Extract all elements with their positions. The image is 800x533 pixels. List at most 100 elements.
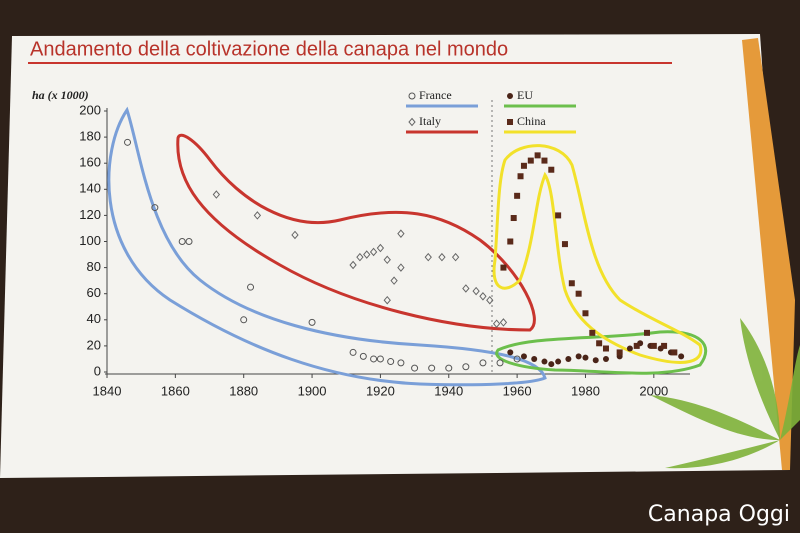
france-point bbox=[178, 238, 186, 245]
italy-point bbox=[356, 252, 364, 262]
italy-point bbox=[363, 250, 371, 259]
china-point bbox=[534, 152, 541, 159]
china-point bbox=[507, 238, 514, 245]
x-tick-label: 1840 bbox=[93, 383, 122, 398]
eu-point bbox=[626, 345, 633, 352]
italy-point bbox=[383, 255, 391, 265]
china-point bbox=[616, 349, 623, 356]
eu-point bbox=[507, 349, 514, 356]
italy-point bbox=[291, 230, 299, 240]
italy-point bbox=[390, 276, 398, 285]
china-point bbox=[568, 280, 575, 287]
y-tick-label: 180 bbox=[79, 129, 101, 144]
china-point bbox=[541, 157, 548, 164]
china-point bbox=[548, 166, 555, 173]
eu-point bbox=[541, 358, 548, 365]
watermark: Canapa Oggi bbox=[648, 502, 790, 527]
legend-label: France bbox=[419, 88, 452, 102]
y-tick-label: 20 bbox=[87, 337, 101, 352]
france-point bbox=[411, 364, 419, 372]
eu-point bbox=[678, 353, 685, 360]
x-tick-label: 1920 bbox=[366, 383, 395, 398]
china-point bbox=[555, 212, 562, 219]
eu-point bbox=[548, 361, 555, 368]
china-point bbox=[527, 157, 534, 164]
china-point bbox=[520, 162, 527, 169]
x-tick-label: 1960 bbox=[503, 383, 532, 398]
y-tick-label: 140 bbox=[79, 181, 101, 196]
italy-point bbox=[349, 260, 357, 270]
y-tick-label: 0 bbox=[94, 363, 101, 378]
italy-point bbox=[397, 229, 405, 238]
y-tick-label: 100 bbox=[79, 233, 101, 248]
france-point bbox=[387, 358, 395, 366]
france-point bbox=[151, 204, 159, 212]
italy-point bbox=[462, 284, 470, 293]
france-point bbox=[185, 238, 193, 245]
france-point bbox=[359, 352, 367, 360]
france-point bbox=[247, 283, 255, 291]
eu-point bbox=[592, 357, 599, 364]
eu-point bbox=[555, 358, 562, 365]
eu-point bbox=[520, 353, 527, 360]
france-point bbox=[496, 359, 504, 367]
leaf bbox=[650, 318, 800, 469]
france-point bbox=[349, 348, 357, 356]
france-point bbox=[428, 364, 436, 372]
legend-label: Italy bbox=[419, 114, 441, 128]
y-tick-label: 80 bbox=[87, 259, 101, 274]
china-point bbox=[596, 340, 603, 347]
x-tick-label: 1940 bbox=[434, 383, 463, 398]
italy-point bbox=[369, 247, 378, 257]
china-point bbox=[575, 290, 582, 297]
france-point bbox=[397, 359, 405, 367]
eu-point bbox=[582, 354, 589, 361]
china-point bbox=[650, 342, 657, 349]
legend-label: China bbox=[517, 114, 546, 128]
china-point bbox=[514, 192, 521, 199]
eu-outline bbox=[495, 330, 708, 375]
france-outline bbox=[107, 106, 547, 387]
france-point bbox=[445, 364, 453, 372]
legend-marker bbox=[408, 117, 416, 127]
france-point bbox=[124, 138, 132, 146]
y-tick-label: 120 bbox=[79, 207, 101, 222]
china-point bbox=[582, 310, 589, 317]
x-tick-label: 2000 bbox=[639, 383, 668, 398]
france-point bbox=[462, 363, 470, 371]
china-point bbox=[602, 345, 609, 352]
china-point bbox=[500, 264, 507, 271]
france-point bbox=[370, 355, 378, 363]
x-tick-label: 1900 bbox=[298, 383, 327, 398]
china-point bbox=[661, 342, 668, 349]
china-point bbox=[561, 241, 568, 248]
italy-point bbox=[383, 295, 391, 305]
china-point bbox=[589, 329, 596, 336]
france-point bbox=[376, 355, 384, 363]
italy-point bbox=[424, 252, 432, 262]
italy-point bbox=[486, 295, 494, 305]
china-point bbox=[633, 342, 640, 349]
italy-point bbox=[212, 190, 221, 199]
legend-marker bbox=[408, 92, 416, 100]
y-tick-label: 200 bbox=[79, 102, 101, 117]
legend-marker bbox=[507, 119, 513, 125]
y-tick-label: 60 bbox=[87, 285, 101, 300]
x-tick-label: 1980 bbox=[571, 383, 600, 398]
china-point bbox=[671, 349, 678, 356]
italy-point bbox=[492, 319, 501, 328]
legend-label: EU bbox=[517, 88, 533, 102]
y-tick-label: 160 bbox=[79, 155, 101, 170]
italy-point bbox=[253, 211, 262, 220]
france-point bbox=[240, 316, 248, 324]
eu-point bbox=[575, 353, 582, 360]
chart-title: Andamento della coltivazione della canap… bbox=[30, 38, 508, 60]
italy-outline bbox=[176, 133, 536, 332]
x-tick-label: 1880 bbox=[229, 383, 258, 398]
italy-point bbox=[376, 243, 385, 253]
china-point bbox=[643, 329, 650, 336]
france-point bbox=[513, 355, 521, 363]
italy-point bbox=[472, 286, 480, 296]
